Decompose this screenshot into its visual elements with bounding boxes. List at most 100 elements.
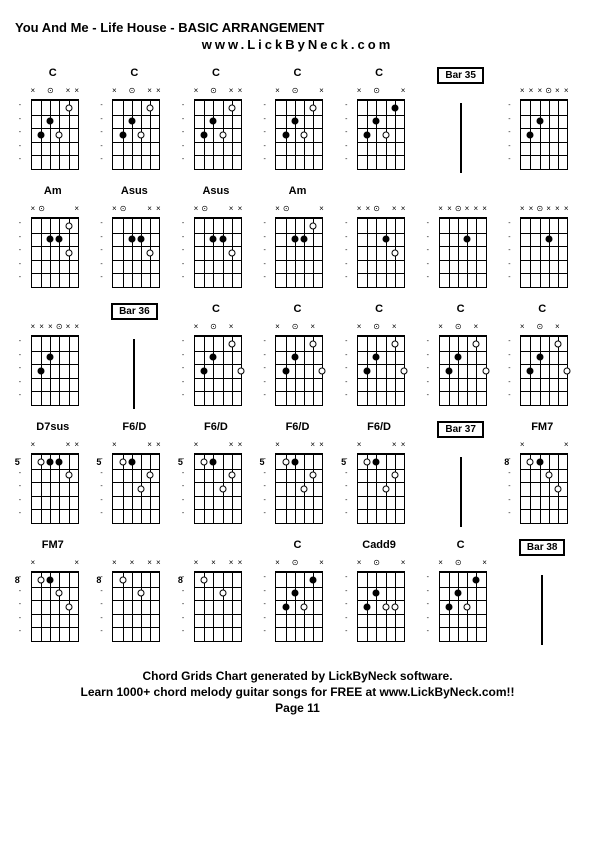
bar-divider-line <box>460 457 462 527</box>
fretboard <box>112 99 160 170</box>
string-markers: ×⊙× <box>355 559 407 567</box>
fretboard <box>520 335 568 406</box>
string-markers: ××× <box>29 441 81 449</box>
fretboard <box>31 217 79 288</box>
fret-dot <box>445 368 452 375</box>
chord-cell: C-----×⊙× <box>504 303 580 413</box>
chord-cell: F6/D5-----××× <box>97 421 173 531</box>
tick-marks: ----- <box>263 335 265 403</box>
fretboard <box>357 453 405 524</box>
string-markers: ×⊙× <box>29 205 81 213</box>
fret-dot <box>527 458 534 465</box>
chord-cell: Bar 35 <box>423 67 499 177</box>
chord-diagram: 5-----××× <box>186 439 246 524</box>
fret-dot <box>56 590 63 597</box>
fret-dot <box>37 368 44 375</box>
footer-page: Page 11 <box>15 701 580 715</box>
fretboard <box>275 335 323 406</box>
chord-cell: FM78-----×× <box>15 539 91 649</box>
fretboard <box>194 453 242 524</box>
fret-dot <box>201 576 208 583</box>
chord-label: C <box>375 303 383 319</box>
fretboard <box>275 453 323 524</box>
tick-marks: ----- <box>100 571 102 639</box>
fret-dot <box>201 458 208 465</box>
fret-dot <box>128 118 135 125</box>
tick-marks: ----- <box>345 571 347 639</box>
fret-dot <box>56 458 63 465</box>
fret-dot <box>382 236 389 243</box>
fret-dot <box>219 236 226 243</box>
chord-cell: 8-----×××× <box>178 539 254 649</box>
fret-dot <box>319 368 326 375</box>
string-markers: ×⊙×× <box>192 205 244 213</box>
fret-dot <box>282 368 289 375</box>
fretboard <box>112 571 160 642</box>
fret-dot <box>128 236 135 243</box>
fret-dot <box>373 354 380 361</box>
fretboard <box>275 571 323 642</box>
tick-marks: ----- <box>182 453 184 521</box>
tick-marks: ----- <box>182 335 184 403</box>
chord-label: C <box>294 303 302 319</box>
tick-marks: ----- <box>508 453 510 521</box>
chord-diagram: -----×××⊙×× <box>23 321 83 406</box>
string-markers: ×⊙×× <box>110 87 162 95</box>
fret-dot <box>219 486 226 493</box>
fret-dot <box>391 104 398 111</box>
chord-cell: -----××⊙××× <box>423 185 499 295</box>
chord-diagram: -----××⊙××× <box>431 203 491 288</box>
string-markers: ×⊙× <box>273 87 325 95</box>
tick-marks: ----- <box>345 99 347 167</box>
chord-label: C <box>49 67 57 83</box>
fretboard <box>31 335 79 406</box>
tick-marks: ----- <box>182 217 184 285</box>
fret-dot <box>391 340 398 347</box>
fret-dot <box>210 118 217 125</box>
chord-label: F6/D <box>286 421 310 437</box>
fret-dot <box>445 604 452 611</box>
fret-dot <box>291 354 298 361</box>
fret-dot <box>56 132 63 139</box>
fretboard <box>194 217 242 288</box>
chord-cell: Bar 38 <box>504 539 580 649</box>
chord-diagram: 8-----×××× <box>104 557 164 642</box>
chord-label: C <box>294 67 302 83</box>
fret-dot <box>310 222 317 229</box>
chord-diagram: -----××⊙××× <box>512 203 572 288</box>
fret-dot <box>37 576 44 583</box>
chord-grid: C-----×⊙××C-----×⊙××C-----×⊙××C-----×⊙×C… <box>15 67 580 649</box>
fret-dot <box>147 472 154 479</box>
fret-dot <box>291 590 298 597</box>
chord-cell: C-----×⊙× <box>260 539 336 649</box>
fret-dot <box>219 132 226 139</box>
fret-dot <box>527 368 534 375</box>
fret-dot <box>527 132 534 139</box>
bar-label: Bar 36 <box>111 303 158 320</box>
chord-diagram: 5-----××× <box>23 439 83 524</box>
chord-label: F6/D <box>204 421 228 437</box>
fretboard <box>112 217 160 288</box>
fret-dot <box>128 458 135 465</box>
string-markers: ××⊙×× <box>355 205 407 213</box>
fret-dot <box>545 472 552 479</box>
chord-cell: Asus-----×⊙×× <box>178 185 254 295</box>
string-markers: ×⊙× <box>355 323 407 331</box>
chord-label: C <box>457 539 465 555</box>
fret-dot <box>301 486 308 493</box>
tick-marks: ----- <box>345 217 347 285</box>
bar-divider-line <box>541 575 543 645</box>
string-markers: ×××⊙×× <box>518 87 570 95</box>
fretboard <box>357 335 405 406</box>
string-markers: ××× <box>273 441 325 449</box>
chord-label: FM7 <box>531 421 553 437</box>
tick-marks: ----- <box>508 335 510 403</box>
chord-cell: Am-----×⊙× <box>15 185 91 295</box>
fret-dot <box>137 132 144 139</box>
string-markers: ×⊙× <box>518 323 570 331</box>
string-markers: ×××× <box>192 559 244 567</box>
fret-dot <box>301 236 308 243</box>
fret-dot <box>47 458 54 465</box>
fret-dot <box>382 132 389 139</box>
chord-diagram: 8-----×××× <box>186 557 246 642</box>
